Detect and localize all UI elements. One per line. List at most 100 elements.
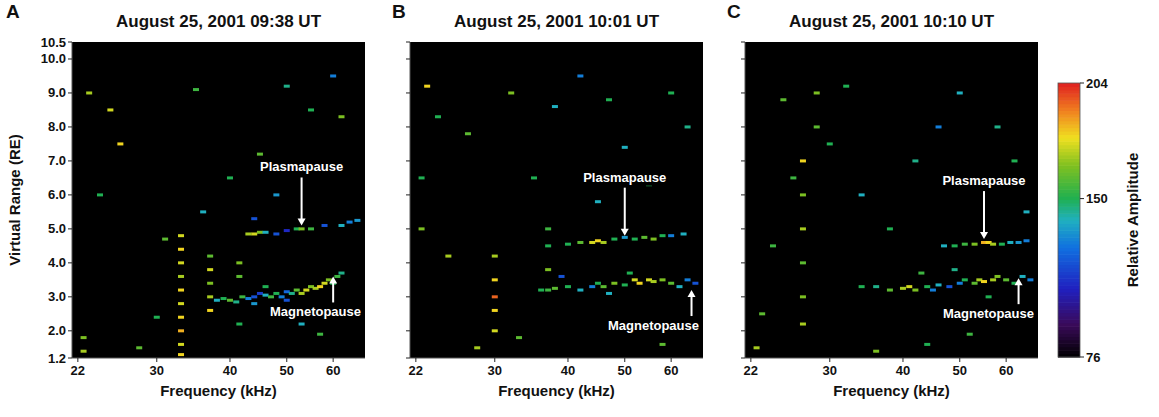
annotation-arrow bbox=[301, 177, 303, 219]
x-tick bbox=[750, 358, 751, 362]
colorbar-step bbox=[1058, 124, 1080, 128]
figure: 22304050601.22.03.04.05.06.07.08.09.010.… bbox=[0, 0, 1159, 417]
cell bbox=[565, 243, 571, 246]
cell bbox=[918, 272, 924, 275]
colorbar: 76150204Relative Amplitude bbox=[1058, 76, 1141, 365]
cell bbox=[595, 200, 601, 203]
cell bbox=[999, 243, 1005, 246]
annotation-text: Plasmapause bbox=[583, 170, 666, 185]
colorbar-step bbox=[1058, 117, 1080, 121]
cell bbox=[445, 255, 451, 258]
colorbar-step bbox=[1058, 128, 1080, 132]
y-tick-label: 10.5 bbox=[41, 35, 66, 50]
cell bbox=[873, 350, 879, 353]
cell bbox=[1007, 241, 1013, 244]
cell bbox=[912, 159, 918, 162]
cell bbox=[800, 261, 806, 264]
x-tick bbox=[333, 358, 334, 362]
x-axis-title: Frequency (kHz) bbox=[498, 382, 615, 399]
cell bbox=[200, 210, 206, 213]
colorbar-step bbox=[1058, 251, 1080, 255]
y-tick bbox=[68, 228, 72, 229]
cell bbox=[924, 285, 930, 288]
cell bbox=[251, 295, 257, 298]
cell bbox=[990, 278, 996, 281]
y-tick bbox=[741, 228, 745, 229]
cell bbox=[419, 227, 425, 230]
cell bbox=[595, 239, 601, 242]
x-tick-label: 40 bbox=[896, 363, 910, 378]
cells bbox=[754, 85, 1034, 353]
colorbar-step bbox=[1058, 241, 1080, 245]
colorbar-step bbox=[1058, 158, 1080, 162]
cell bbox=[354, 219, 360, 222]
cell bbox=[1016, 241, 1022, 244]
cell bbox=[178, 234, 184, 237]
y-tick bbox=[406, 330, 410, 331]
y-tick bbox=[68, 194, 72, 195]
cell bbox=[589, 241, 595, 244]
colorbar-step bbox=[1058, 271, 1080, 275]
y-tick bbox=[741, 126, 745, 127]
colorbar-step bbox=[1058, 295, 1080, 299]
cell bbox=[972, 243, 978, 246]
cell bbox=[622, 146, 628, 149]
cell bbox=[299, 323, 305, 326]
y-tick bbox=[68, 330, 72, 331]
colorbar-tick-label: 150 bbox=[1086, 191, 1108, 206]
cell bbox=[681, 232, 687, 235]
cell bbox=[178, 353, 184, 356]
y-tick bbox=[406, 126, 410, 127]
x-tick bbox=[77, 358, 78, 362]
y-tick bbox=[406, 358, 410, 359]
cell bbox=[873, 285, 879, 288]
x-tick-label: 30 bbox=[150, 363, 164, 378]
cell bbox=[289, 292, 295, 295]
colorbar-step bbox=[1058, 268, 1080, 272]
cells bbox=[419, 74, 699, 349]
x-tick bbox=[156, 358, 157, 362]
cell bbox=[207, 295, 213, 298]
cell bbox=[1024, 239, 1030, 242]
cell bbox=[299, 292, 305, 295]
annotation-arrow bbox=[624, 188, 626, 230]
cell bbox=[946, 285, 952, 288]
cell bbox=[1027, 278, 1033, 281]
cell bbox=[770, 244, 776, 247]
colorbar-step bbox=[1058, 148, 1080, 152]
cell bbox=[941, 244, 947, 247]
y-tick bbox=[68, 160, 72, 161]
colorbar-step bbox=[1058, 312, 1080, 316]
cell bbox=[263, 294, 269, 297]
cell bbox=[972, 282, 978, 285]
annotation: Plasmapause bbox=[581, 169, 668, 236]
cell bbox=[967, 333, 973, 336]
y-tick bbox=[406, 58, 410, 59]
cell bbox=[962, 243, 968, 246]
annotation: Magnetopause bbox=[268, 276, 363, 320]
cell bbox=[660, 278, 666, 281]
colorbar-step bbox=[1058, 213, 1080, 217]
colorbar-step bbox=[1058, 234, 1080, 238]
y-axis-line bbox=[72, 42, 73, 358]
y-tick-label: 7.0 bbox=[48, 153, 66, 168]
colorbar-step bbox=[1058, 90, 1080, 94]
colorbar-step bbox=[1058, 121, 1080, 125]
colorbar-step bbox=[1058, 196, 1080, 200]
cell bbox=[207, 255, 213, 258]
y-tick bbox=[68, 42, 72, 43]
y-tick bbox=[741, 92, 745, 93]
annotation-arrowhead bbox=[298, 218, 306, 225]
colorbar-step bbox=[1058, 302, 1080, 306]
y-tick bbox=[406, 92, 410, 93]
cell bbox=[279, 295, 285, 298]
cell bbox=[1003, 278, 1009, 281]
cell bbox=[952, 268, 958, 271]
cell bbox=[178, 329, 184, 332]
colorbar-step bbox=[1058, 306, 1080, 310]
x-axis-line bbox=[72, 358, 365, 359]
colorbar-step bbox=[1058, 93, 1080, 97]
colorbar-step bbox=[1058, 350, 1080, 354]
annotation-patch bbox=[581, 169, 668, 186]
cell bbox=[236, 261, 242, 264]
